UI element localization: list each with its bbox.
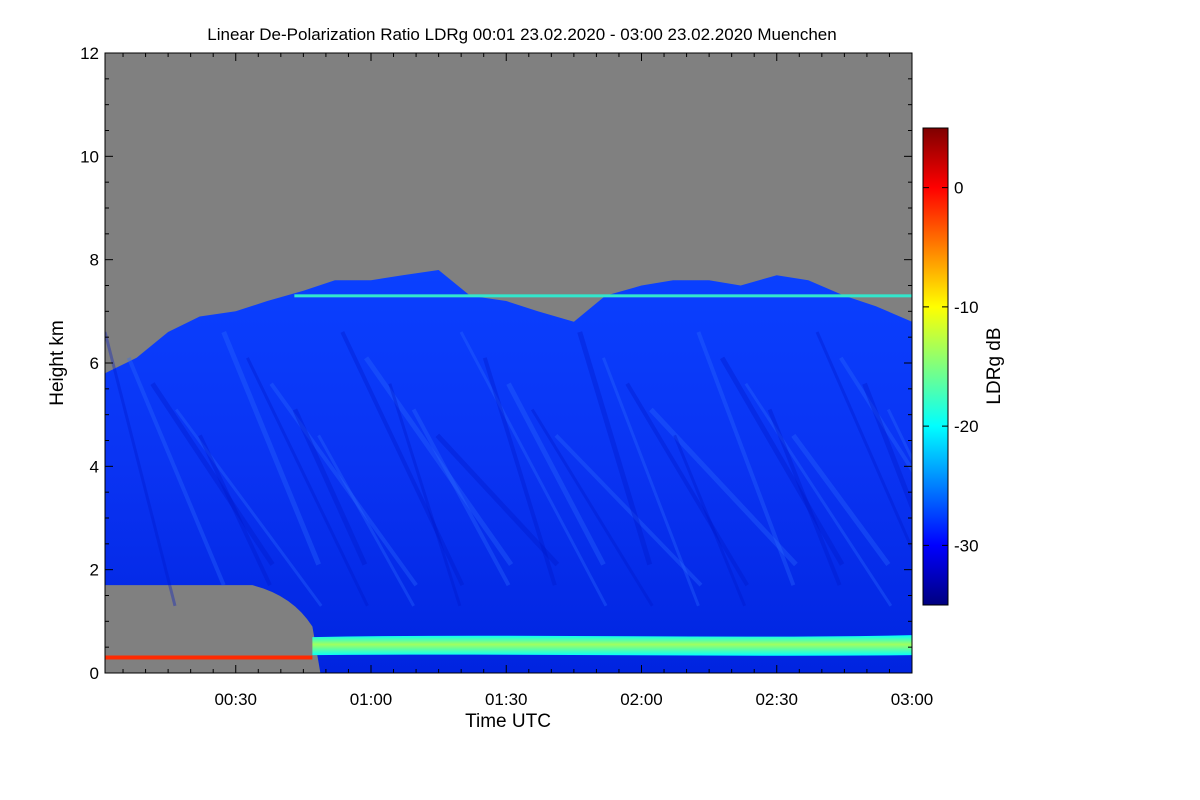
fallstreak bbox=[839, 356, 912, 474]
y-tick-label: 12 bbox=[80, 44, 99, 63]
fallstreak bbox=[174, 408, 323, 607]
feature-layer-thin bbox=[294, 294, 912, 298]
fallstreak bbox=[221, 331, 321, 566]
fallstreak bbox=[269, 382, 418, 587]
fallstreak bbox=[791, 433, 891, 566]
y-axis: 0 2 4 6 8 10 12 bbox=[80, 44, 912, 683]
x-tick-label: 02:00 bbox=[620, 690, 663, 709]
fallstreaks bbox=[105, 331, 912, 607]
feature-layer-high-ldr bbox=[105, 655, 313, 660]
fallstreak bbox=[364, 356, 514, 566]
fallstreak bbox=[198, 434, 272, 587]
fallstreak bbox=[317, 434, 415, 607]
y-tick-label: 2 bbox=[90, 561, 99, 580]
x-tick-label: 03:00 bbox=[891, 690, 934, 709]
fallstreak bbox=[150, 382, 275, 566]
colorbar-label: LDRg dB bbox=[984, 327, 1005, 404]
lower-gap-region bbox=[105, 585, 321, 673]
fallstreak bbox=[530, 408, 654, 607]
x-tick-label: 02:30 bbox=[755, 690, 798, 709]
colorbar-tick-label: -10 bbox=[954, 298, 979, 317]
fallstreak bbox=[482, 357, 557, 586]
feature-layer-boundary bbox=[312, 635, 912, 656]
colorbar-ticks: 0 -10 -20 -30 bbox=[923, 179, 979, 555]
x-tick-label: 01:00 bbox=[350, 690, 393, 709]
fallstreak bbox=[246, 357, 369, 607]
fallstreak bbox=[292, 408, 368, 566]
fallstreak bbox=[388, 383, 462, 607]
fallstreak bbox=[649, 407, 798, 567]
plot-area bbox=[105, 53, 912, 673]
feature-layers bbox=[105, 294, 912, 660]
x-axis: 00:30 01:00 01:30 02:00 02:30 03:00 bbox=[122, 53, 934, 709]
fallstreak bbox=[506, 382, 606, 566]
y-tick-label: 8 bbox=[90, 251, 99, 270]
fallstreak bbox=[602, 357, 700, 607]
y-tick-label: 0 bbox=[90, 664, 99, 683]
y-tick-label: 10 bbox=[80, 147, 99, 166]
fallstreak bbox=[744, 382, 893, 607]
x-axis-label: Time UTC bbox=[465, 711, 551, 732]
fallstreak bbox=[577, 331, 653, 566]
fallstreak bbox=[673, 434, 747, 607]
fallstreak bbox=[435, 433, 560, 567]
fallstreak bbox=[459, 331, 608, 607]
colorbar-scale bbox=[922, 127, 949, 606]
fallstreak bbox=[625, 382, 749, 587]
x-tick-label: 01:30 bbox=[485, 690, 528, 709]
fallstreak bbox=[696, 331, 796, 586]
colorbar-tick-label: -20 bbox=[954, 417, 979, 436]
fallstreak bbox=[105, 331, 177, 607]
y-tick-label: 6 bbox=[90, 354, 99, 373]
colorbar-tick-label: 0 bbox=[954, 179, 963, 198]
fallstreak bbox=[126, 357, 226, 586]
fallstreak bbox=[862, 382, 912, 514]
fallstreak bbox=[554, 433, 703, 587]
fallstreak bbox=[886, 408, 912, 462]
chart-title: Linear De-Polarization Ratio LDRg 00:01 … bbox=[207, 25, 836, 44]
x-tick-label: 00:30 bbox=[214, 690, 257, 709]
colorbar-tick-label: -30 bbox=[954, 536, 979, 555]
fallstreak bbox=[719, 356, 845, 566]
fallstreak bbox=[340, 331, 465, 587]
fallstreak bbox=[767, 408, 842, 586]
colorbar: 0 -10 -20 -30 LDRg dB bbox=[922, 127, 1005, 606]
fallstreak bbox=[815, 331, 912, 553]
y-axis-label: Height km bbox=[47, 320, 68, 406]
fallstreak bbox=[411, 408, 511, 587]
cloud-region bbox=[105, 270, 912, 673]
y-tick-label: 4 bbox=[90, 457, 99, 476]
